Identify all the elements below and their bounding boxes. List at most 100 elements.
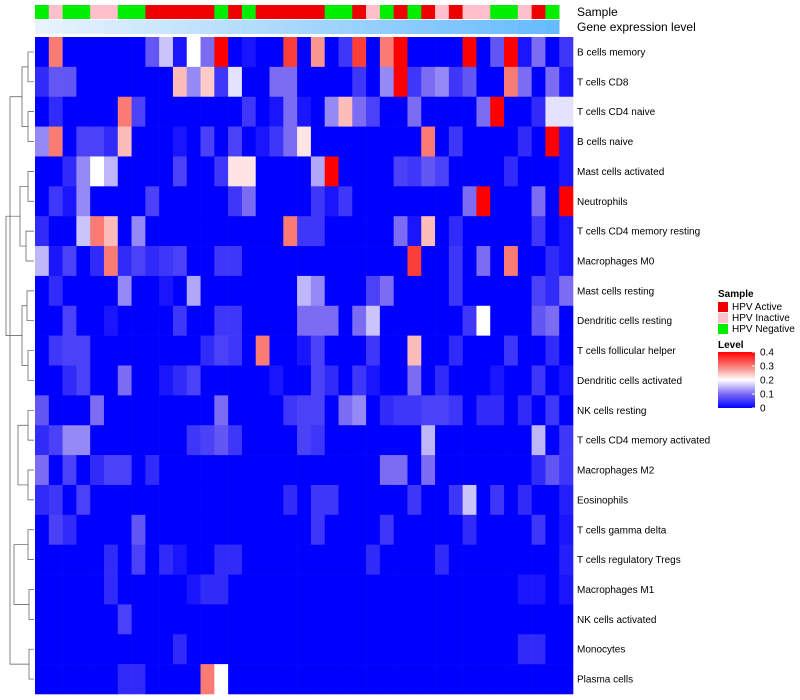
heatmap-cell xyxy=(448,365,463,396)
heatmap-cell xyxy=(559,664,574,695)
heatmap-cell xyxy=(476,96,491,127)
heatmap-cell xyxy=(269,275,284,307)
heatmap-cell xyxy=(131,604,146,635)
heatmap-cell xyxy=(145,37,160,68)
heatmap-cell xyxy=(241,335,257,366)
heatmap-cell xyxy=(172,156,188,187)
heatmap-cell xyxy=(186,246,201,277)
row-label: T cells CD4 naive xyxy=(577,107,656,118)
heatmap-cell xyxy=(228,425,243,456)
heatmap-cell xyxy=(283,156,298,187)
heatmap-cell xyxy=(145,335,160,366)
row-dendrogram xyxy=(5,51,34,680)
heatmap-cell xyxy=(172,395,188,426)
gene-expression-cell xyxy=(338,20,353,34)
heatmap-cell xyxy=(228,395,243,426)
gene-expression-cell xyxy=(35,20,50,34)
heatmap-cell xyxy=(117,126,132,157)
heatmap-cell xyxy=(504,455,519,486)
heatmap-cell xyxy=(62,216,77,247)
heatmap-cell xyxy=(531,275,546,307)
heatmap-cell xyxy=(200,335,215,366)
gene-expression-cell xyxy=(297,20,312,34)
heatmap-cell xyxy=(490,365,505,396)
heatmap-cell xyxy=(145,484,160,516)
heatmap-cell xyxy=(324,335,339,366)
row-label: Mast cells resting xyxy=(577,286,654,297)
heatmap-cell xyxy=(366,216,381,247)
heatmap-cell xyxy=(407,275,422,307)
heatmap-cell xyxy=(283,37,298,68)
heatmap-cell xyxy=(90,96,105,127)
heatmap-cell xyxy=(379,395,394,426)
heatmap-cell xyxy=(297,455,312,486)
heatmap-cell xyxy=(435,37,450,68)
heatmap-cell xyxy=(324,544,339,575)
heatmap-cell xyxy=(172,37,188,68)
heatmap-cell xyxy=(228,365,243,396)
heatmap-cell xyxy=(545,544,560,575)
heatmap-cell xyxy=(186,634,201,665)
heatmap-cell xyxy=(172,126,188,157)
heatmap-cell xyxy=(131,96,146,127)
heatmap-cell xyxy=(448,634,463,665)
heatmap-cell xyxy=(352,66,367,98)
dendrogram-branch xyxy=(9,96,29,665)
heatmap-cell xyxy=(159,186,174,217)
annotation-label-gene-expression: Gene expression level xyxy=(577,20,696,34)
heatmap-cell xyxy=(117,455,132,486)
heatmap-cell xyxy=(448,156,463,187)
dendrogram-branch xyxy=(28,589,34,620)
heatmap-cell xyxy=(407,66,422,98)
heatmap-cell xyxy=(255,395,270,426)
heatmap-cell xyxy=(117,186,132,217)
heatmap-cell xyxy=(186,216,201,247)
heatmap-cell xyxy=(338,275,353,307)
heatmap-cell xyxy=(421,634,436,665)
heatmap-cell xyxy=(545,66,560,98)
heatmap-cell xyxy=(283,634,298,665)
heatmap-cell xyxy=(421,365,436,396)
sample-annotation-cell xyxy=(145,5,160,19)
heatmap-cell xyxy=(48,305,63,336)
heatmap-cell xyxy=(214,395,229,426)
heatmap-cell xyxy=(214,604,229,635)
heatmap-cell xyxy=(131,455,146,486)
heatmap-cell xyxy=(145,66,160,98)
heatmap-cell xyxy=(545,126,560,157)
heatmap-cell xyxy=(159,216,174,247)
heatmap-cell xyxy=(76,425,91,456)
heatmap-cell xyxy=(531,37,546,68)
heatmap-cell xyxy=(200,156,215,187)
heatmap-cell xyxy=(421,275,436,307)
heatmap-cell xyxy=(476,66,491,98)
heatmap-cell xyxy=(490,514,505,545)
heatmap-cell xyxy=(172,484,188,516)
heatmap-cell xyxy=(448,37,463,68)
heatmap-cell xyxy=(393,574,408,605)
heatmap-cell xyxy=(241,126,257,157)
heatmap-cell xyxy=(172,66,188,98)
heatmap-cell xyxy=(159,37,174,68)
heatmap-cell xyxy=(435,395,450,426)
heatmap-cell xyxy=(407,634,422,665)
heatmap-cell xyxy=(103,37,119,68)
heatmap-cell xyxy=(421,96,436,127)
heatmap-cell xyxy=(310,574,325,605)
heatmap-cell xyxy=(48,484,63,516)
heatmap-cell xyxy=(504,335,519,366)
heatmap-cell xyxy=(421,484,436,516)
gene-expression-cell xyxy=(117,20,132,34)
heatmap-cell xyxy=(421,395,436,426)
gene-expression-cell xyxy=(76,20,91,34)
heatmap-cell xyxy=(269,634,284,665)
heatmap-cell xyxy=(407,126,422,157)
heatmap-cell xyxy=(393,634,408,665)
heatmap-cell xyxy=(435,96,450,127)
heatmap-cell xyxy=(504,275,519,307)
heatmap-cell xyxy=(462,664,477,695)
heatmap-cell xyxy=(462,246,477,277)
heatmap-cell xyxy=(62,335,77,366)
heatmap-cell xyxy=(269,96,284,127)
row-label: Macrophages M0 xyxy=(577,256,655,267)
